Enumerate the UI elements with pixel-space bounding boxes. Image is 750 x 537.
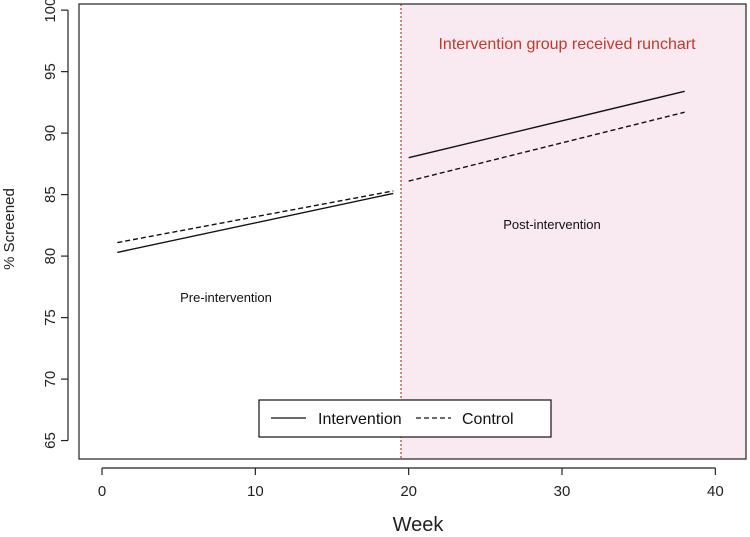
y-tick-label: 75	[42, 309, 59, 326]
series-layer	[117, 90, 685, 254]
x-tick-label: 10	[247, 483, 264, 500]
y-tick-label: 65	[42, 432, 59, 449]
legend: Intervention Control	[258, 399, 552, 438]
legend-box	[258, 399, 552, 438]
x-tick-label: 40	[707, 483, 724, 500]
x-axis: 0 10 20 30 40	[98, 467, 724, 500]
y-tick-label: 80	[42, 248, 59, 265]
shaded-post-region	[401, 4, 746, 459]
x-axis-title: Week	[393, 514, 445, 536]
y-axis: 65 70 75 80 85 90 95 100	[42, 0, 69, 449]
y-tick-label: 95	[42, 63, 59, 80]
legend-control-label: Control	[462, 411, 514, 428]
y-tick-label: 90	[42, 125, 59, 142]
region-title-annotation: Intervention group received runchart	[438, 36, 696, 53]
x-tick-label: 20	[400, 483, 417, 500]
y-tick-label: 85	[42, 186, 59, 203]
y-tick-label: 100	[42, 0, 59, 23]
pre-intervention-annotation: Pre-intervention	[180, 290, 272, 305]
intervention-line-segment-1	[117, 192, 394, 254]
y-tick-label: 70	[42, 371, 59, 388]
post-intervention-annotation: Post-intervention	[503, 217, 601, 232]
x-tick-label: 30	[554, 483, 571, 500]
control-line-segment-1	[117, 190, 394, 244]
y-axis-title: % Screened	[1, 188, 18, 270]
x-tick-label: 0	[98, 483, 106, 500]
legend-intervention-label: Intervention	[318, 411, 402, 428]
intervention-line-segment-2	[408, 90, 685, 159]
plot-frame	[78, 3, 747, 460]
